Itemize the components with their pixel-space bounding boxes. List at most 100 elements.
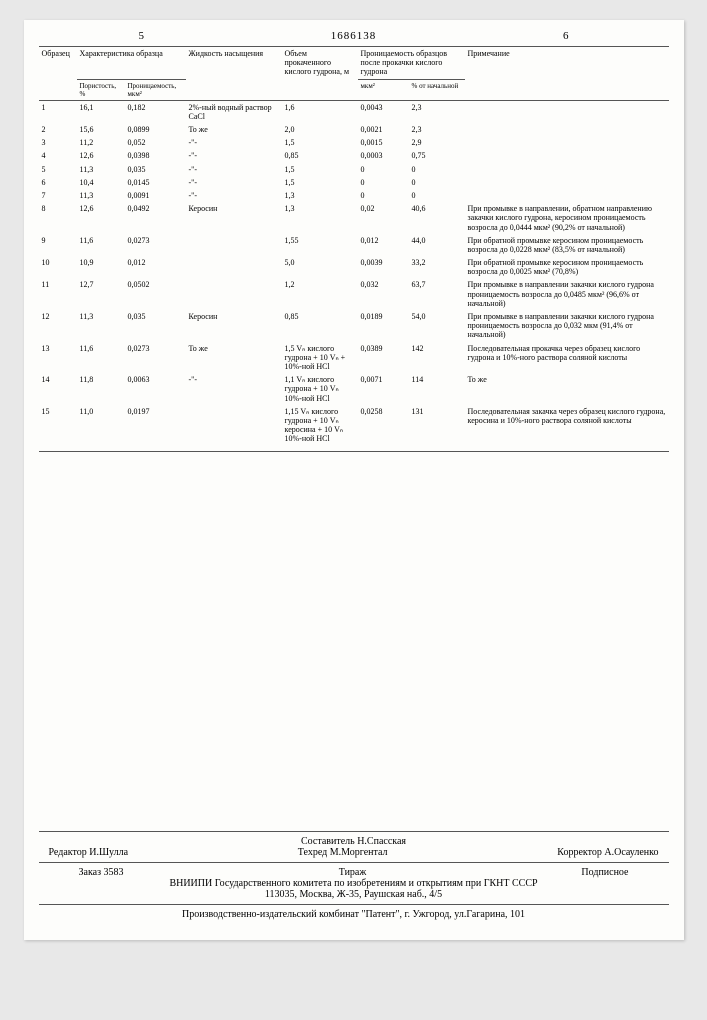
- cell-p2: 0,0071: [358, 373, 409, 405]
- cell-pct: 0: [409, 163, 465, 176]
- cell-pct: 2,3: [409, 100, 465, 123]
- cell-n: 12: [39, 310, 77, 342]
- cell-note: [465, 176, 669, 189]
- cell-vol: 1,3: [282, 189, 358, 202]
- cell-note: [465, 136, 669, 149]
- podpis: Подписное: [581, 867, 628, 878]
- cell-por: 16,1: [77, 100, 125, 123]
- table-row: 812,60,0492Керосин1,30,0240,6При промывк…: [39, 202, 669, 234]
- cell-liq: То же: [186, 123, 282, 136]
- cell-p2: 0,0021: [358, 123, 409, 136]
- cell-liq: Керосин: [186, 310, 282, 342]
- cell-n: 1: [39, 100, 77, 123]
- cell-por: 12,7: [77, 278, 125, 310]
- footer: Составитель Н.Спасская Редактор И.Шулла …: [39, 827, 669, 920]
- cell-pct: 0: [409, 189, 465, 202]
- table-row: 1010,90,0125,00,003933,2При обратной про…: [39, 256, 669, 278]
- cell-note: Последовательная закачка через образец к…: [465, 405, 669, 446]
- th-note: Примечание: [465, 47, 669, 101]
- cell-liq: Керосин: [186, 202, 282, 234]
- cell-por: 11,0: [77, 405, 125, 446]
- cell-p2: 0,0039: [358, 256, 409, 278]
- printer: Производственно-издательский комбинат "П…: [39, 909, 669, 920]
- cell-vol: 1,1 Vₙ кислого гудрона + 10 Vₙ 10%-ной H…: [282, 373, 358, 405]
- cell-liq: [186, 256, 282, 278]
- th-liquid: Жидкость насыщения: [186, 47, 282, 101]
- cell-p2: 0,0043: [358, 100, 409, 123]
- cell-liq: -"-: [186, 149, 282, 162]
- cell-perm: 0,0502: [125, 278, 186, 310]
- tirazh: Тираж: [339, 867, 367, 878]
- cell-n: 8: [39, 202, 77, 234]
- data-table: Образец Характеристика образца Жидкость …: [39, 46, 669, 445]
- cell-p2: 0,0389: [358, 342, 409, 374]
- cell-n: 9: [39, 234, 77, 256]
- compiler: Составитель Н.Спасская: [39, 836, 669, 847]
- cell-por: 15,6: [77, 123, 125, 136]
- cell-vol: 1,15 Vₙ кислого гудрона + 10 Vₙ керосина…: [282, 405, 358, 446]
- cell-pct: 0,75: [409, 149, 465, 162]
- cell-por: 10,9: [77, 256, 125, 278]
- table-row: 412,60,0398-"-0,850,00030,75: [39, 149, 669, 162]
- cell-pct: 40,6: [409, 202, 465, 234]
- cell-liq: -"-: [186, 163, 282, 176]
- cell-n: 5: [39, 163, 77, 176]
- cell-p2: 0: [358, 163, 409, 176]
- cell-pct: 63,7: [409, 278, 465, 310]
- table-row: 610,40,0145-"-1,500: [39, 176, 669, 189]
- cell-perm: 0,182: [125, 100, 186, 123]
- cell-por: 11,6: [77, 234, 125, 256]
- cell-liq: -"-: [186, 176, 282, 189]
- cell-por: 11,3: [77, 163, 125, 176]
- cell-liq: То же: [186, 342, 282, 374]
- cell-n: 4: [39, 149, 77, 162]
- table-row: 711,30,0091-"-1,300: [39, 189, 669, 202]
- cell-por: 11,3: [77, 189, 125, 202]
- cell-pct: 44,0: [409, 234, 465, 256]
- cell-vol: 1,5 Vₙ кислого гудрона + 10 Vₙ + 10%-ной…: [282, 342, 358, 374]
- cell-vol: 1,55: [282, 234, 358, 256]
- cell-por: 12,6: [77, 202, 125, 234]
- cell-pct: 2,9: [409, 136, 465, 149]
- cell-note: При промывке в направлении закачки кисло…: [465, 278, 669, 310]
- cell-pct: 131: [409, 405, 465, 446]
- cell-note: [465, 163, 669, 176]
- document-number: 1686138: [331, 30, 377, 42]
- cell-perm: 0,0899: [125, 123, 186, 136]
- table-row: 1211,30,035Керосин0,850,018954,0При пром…: [39, 310, 669, 342]
- th-pct: % от начальной: [409, 79, 465, 100]
- th-perm: Проницаемость, мкм²: [125, 79, 186, 100]
- cell-vol: 5,0: [282, 256, 358, 278]
- cell-vol: 1,5: [282, 176, 358, 189]
- cell-por: 10,4: [77, 176, 125, 189]
- cell-n: 14: [39, 373, 77, 405]
- page-col-right: 6: [563, 30, 569, 42]
- th-sample: Образец: [39, 47, 77, 101]
- cell-pct: 114: [409, 373, 465, 405]
- cell-por: 11,2: [77, 136, 125, 149]
- corrector: Корректор А.Осауленко: [557, 847, 658, 858]
- cell-perm: 0,035: [125, 310, 186, 342]
- address: 113035, Москва, Ж-35, Раушская наб., 4/5: [39, 889, 669, 900]
- table-row: 1411,80,0063-"-1,1 Vₙ кислого гудрона + …: [39, 373, 669, 405]
- th-porosity: Пористость, %: [77, 79, 125, 100]
- cell-vol: 1,6: [282, 100, 358, 123]
- cell-note: При промывке в направлении, обратном нап…: [465, 202, 669, 234]
- table-row: 1311,60,0273То же1,5 Vₙ кислого гудрона …: [39, 342, 669, 374]
- cell-n: 6: [39, 176, 77, 189]
- cell-vol: 1,2: [282, 278, 358, 310]
- cell-p2: 0: [358, 189, 409, 202]
- cell-liq: [186, 278, 282, 310]
- th-mkm: мкм²: [358, 79, 409, 100]
- cell-perm: 0,0492: [125, 202, 186, 234]
- cell-perm: 0,0063: [125, 373, 186, 405]
- cell-n: 3: [39, 136, 77, 149]
- cell-perm: 0,035: [125, 163, 186, 176]
- cell-vol: 1,5: [282, 163, 358, 176]
- cell-liq: -"-: [186, 373, 282, 405]
- cell-liq: -"-: [186, 136, 282, 149]
- cell-perm: 0,0398: [125, 149, 186, 162]
- cell-note: При промывке в направлении закачки кисло…: [465, 310, 669, 342]
- cell-vol: 0,85: [282, 149, 358, 162]
- cell-p2: 0,0003: [358, 149, 409, 162]
